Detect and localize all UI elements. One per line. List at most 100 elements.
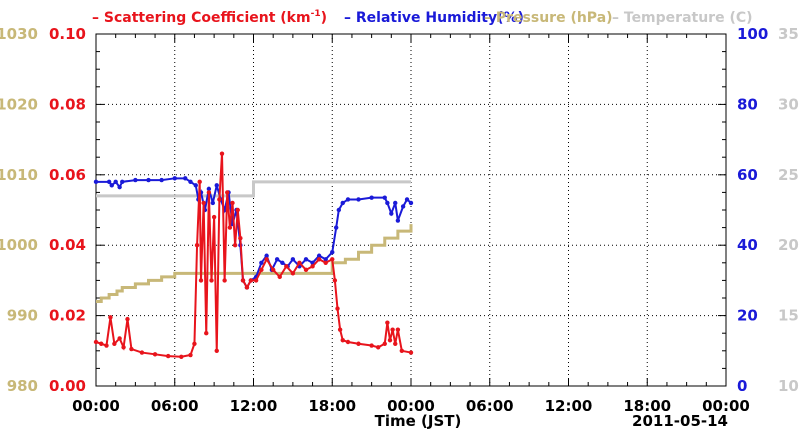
scattering-point — [310, 264, 315, 269]
pressure-tick-label: 980 — [7, 377, 38, 395]
humidity-point — [336, 207, 342, 213]
axis-tick-labels: 00:00 06:00 12:00 18:00 00:00 06:00 12:00 18:00… — [0, 25, 799, 415]
humidity-point — [109, 183, 114, 188]
humidity-point — [183, 176, 188, 181]
humidity-point — [106, 179, 112, 185]
scattering-point — [332, 278, 338, 283]
scattering-tick-label: 0.00 — [49, 377, 86, 395]
humidity-point — [345, 197, 351, 202]
scattering-point — [204, 331, 209, 336]
humidity-point — [113, 179, 118, 185]
scattering-tick-label: 0.02 — [49, 307, 86, 325]
scattering-point — [253, 278, 259, 283]
pressure-tick-label: 1020 — [0, 95, 38, 113]
legend-temperature-unit: C) — [736, 10, 753, 26]
x-tick-label: 06:00 — [151, 397, 199, 415]
scattering-point — [235, 207, 240, 213]
humidity-point — [323, 257, 328, 262]
humidity-point — [395, 218, 401, 223]
pressure-tick-label: 990 — [7, 307, 38, 325]
humidity-point — [303, 257, 309, 262]
humidity-point — [340, 200, 345, 206]
legend-scattering-dash: – — [92, 10, 104, 26]
scattering-point — [219, 151, 225, 156]
scattering-point — [129, 346, 134, 352]
scattering-point — [206, 190, 212, 195]
scattering-point — [232, 243, 238, 248]
humidity-point — [117, 184, 122, 190]
x-tick-label: 00:00 — [702, 397, 750, 415]
humidity-point — [193, 183, 198, 188]
scattering-point — [277, 274, 282, 280]
scattering-tick-label: 0.10 — [49, 25, 86, 43]
scattering-point — [297, 260, 302, 265]
legend-pressure: – Pressure (hPa) — [484, 10, 613, 26]
humidity-point — [333, 225, 339, 230]
temperature-line — [96, 180, 411, 198]
humidity-point — [188, 179, 193, 185]
humidity-point — [382, 195, 387, 200]
legend-scattering-close: ) — [321, 10, 327, 26]
humidity-point — [214, 183, 219, 188]
scattering-point — [290, 271, 296, 276]
scattering-point — [188, 352, 193, 358]
humidity-point — [133, 177, 138, 183]
scattering-point — [356, 341, 361, 346]
scattering-point — [108, 315, 113, 320]
humidity-point — [330, 250, 335, 255]
scattering-point — [211, 214, 217, 220]
temperature-tick-label: 20 — [778, 236, 799, 254]
legend-scattering: – Scattering Coefficient (km-1) — [92, 9, 327, 26]
temperature-tick-label: 30 — [778, 95, 799, 113]
scattering-point — [270, 267, 276, 273]
scattering-point — [335, 306, 340, 311]
grid — [96, 34, 726, 386]
legend-temperature: – Temperature (C) — [612, 10, 753, 26]
legend-temperature-text: Temperature ( — [624, 10, 736, 26]
scattering-point — [395, 327, 401, 332]
humidity-point — [206, 186, 212, 192]
humidity-point — [120, 179, 125, 185]
scattering-point — [197, 179, 202, 185]
legend-pressure-dash: – — [484, 10, 496, 26]
scattering-point — [345, 339, 351, 345]
humidity-point — [290, 257, 296, 262]
scattering-point — [390, 327, 395, 332]
series-temperature — [96, 180, 411, 198]
humidity-point — [400, 204, 406, 209]
scattering-point — [248, 278, 254, 283]
series-scattering — [93, 151, 414, 359]
x-axis-title: Time (JST) — [375, 412, 462, 430]
scattering-point — [259, 267, 264, 273]
scattering-point — [369, 343, 374, 348]
humidity-point — [356, 197, 361, 202]
x-tick-label: 06:00 — [466, 397, 514, 415]
scattering-tick-label: 0.04 — [49, 236, 86, 254]
scattering-point — [387, 338, 393, 343]
temperature-tick-label: 10 — [778, 377, 799, 395]
humidity-tick-label: 40 — [737, 236, 758, 254]
scattering-point — [93, 339, 99, 345]
scattering-point — [337, 327, 343, 332]
scattering-point — [340, 338, 345, 343]
temperature-tick-label: 25 — [778, 166, 799, 184]
x-tick-label: 12:00 — [230, 397, 278, 415]
humidity-point — [264, 253, 269, 258]
legend-humidity-text: Relative Humidity(%) — [356, 10, 524, 26]
scattering-point — [240, 278, 246, 283]
scattering-point — [230, 200, 235, 206]
legend-humidity-dash: – — [344, 10, 356, 26]
scattering-point — [284, 264, 289, 269]
scattering-tick-label: 0.08 — [49, 95, 86, 113]
humidity-point — [316, 253, 322, 258]
humidity-point — [259, 260, 264, 265]
scattering-point — [112, 341, 117, 346]
humidity-point — [404, 197, 410, 202]
humidity-point — [408, 200, 414, 206]
scattering-point — [238, 235, 243, 241]
tick-marks — [95, 33, 727, 387]
legend-pressure-text: Pressure (hPa) — [496, 10, 613, 26]
scattering-point — [323, 260, 328, 265]
x-tick-label: 00:00 — [72, 397, 120, 415]
